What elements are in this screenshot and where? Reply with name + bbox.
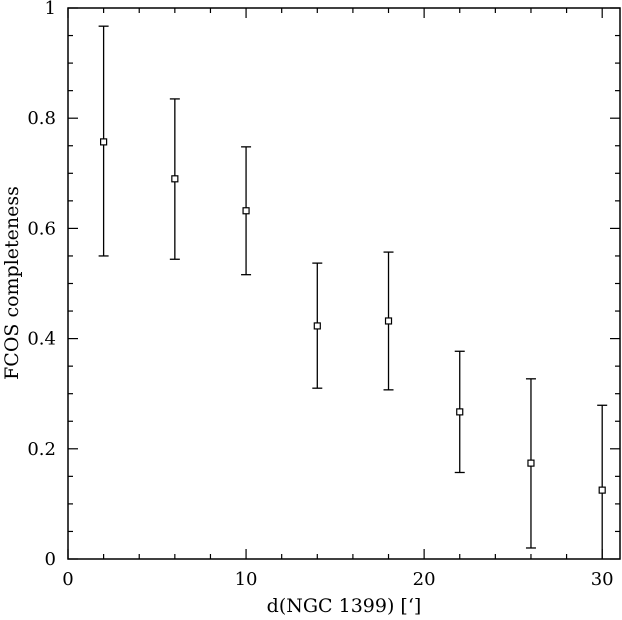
tick-labels: 0 10 20 30 0 0.2 0.4 0.6 0.8 1 <box>27 0 613 590</box>
axis-ticks <box>67 7 620 560</box>
error-bars <box>98 25 608 559</box>
data-point <box>171 175 179 183</box>
data-point <box>100 138 108 146</box>
plot-frame <box>67 7 621 560</box>
x-tick-label: 30 <box>591 569 614 590</box>
y-tick-label: 0.2 <box>27 439 56 460</box>
y-tick-label: 0.8 <box>27 108 56 129</box>
x-tick-label: 10 <box>235 569 258 590</box>
x-axis-label: d(NGC 1399) [‘] <box>267 595 422 617</box>
data-point <box>313 322 321 330</box>
y-tick-label: 0 <box>45 549 56 570</box>
data-point <box>242 207 250 215</box>
data-points <box>100 138 606 494</box>
y-tick-label: 0.4 <box>27 329 56 350</box>
y-tick-label: 0.6 <box>27 218 56 239</box>
data-point <box>598 486 606 494</box>
data-point <box>527 459 535 467</box>
data-point <box>384 317 393 325</box>
data-point <box>456 408 464 416</box>
y-axis-label: FCOS completeness <box>1 186 23 380</box>
x-tick-label: 0 <box>62 569 73 590</box>
y-tick-label: 1 <box>45 0 56 19</box>
x-tick-label: 20 <box>413 569 436 590</box>
